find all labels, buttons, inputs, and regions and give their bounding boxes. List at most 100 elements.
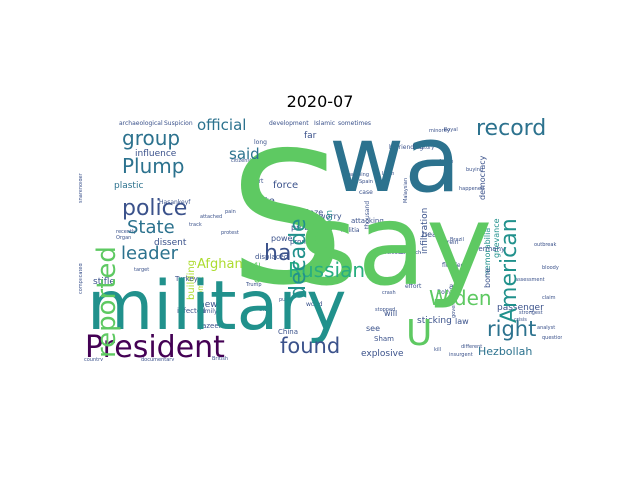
word-found: found <box>280 334 341 358</box>
word-infected: infected <box>177 307 206 315</box>
word-buying: buying <box>466 167 484 173</box>
word-brazil: Brazil <box>450 237 464 243</box>
word-hezbollah: Hezbollah <box>478 345 533 358</box>
word-turkey: Turkey <box>175 275 198 283</box>
word-cloud: citizenship White Latin Malaysian refugee his… <box>79 118 562 361</box>
word-suspicion: Suspicion <box>164 120 193 127</box>
word-reported: reported <box>92 246 122 358</box>
word-leader: leader <box>121 243 179 264</box>
word-plastic: plastic <box>114 181 144 191</box>
word-different: different <box>461 344 483 350</box>
word-u: U <box>406 313 433 354</box>
word-passenger: passenger <box>497 303 544 313</box>
word-kill: kill <box>434 347 442 353</box>
word-family: family <box>199 308 218 315</box>
word-refugee: refugee <box>434 159 454 165</box>
word-history: history <box>417 145 435 151</box>
word-far: far <box>304 131 317 141</box>
word-sometimes: sometimes <box>338 120 372 127</box>
word-minority: minority <box>429 128 450 134</box>
word-will: will <box>384 309 398 318</box>
word-russian: Russian <box>288 258 366 282</box>
word-track: track <box>189 222 202 228</box>
word-human: Human <box>301 154 327 162</box>
word-royal: Royal <box>444 127 458 133</box>
word-widen: Widen <box>429 286 492 310</box>
word-displaced: displaced <box>255 253 289 261</box>
word-protest: protest <box>221 230 239 236</box>
word-attached: attached <box>200 214 223 220</box>
word-release: release <box>385 250 404 256</box>
word-strongest: strongest <box>519 310 543 316</box>
word-bolivia: Bolivia <box>437 289 458 296</box>
word-militia: militia <box>341 227 360 234</box>
word-law: law <box>455 317 469 326</box>
word-organ: Organ <box>116 235 132 241</box>
word-see: see <box>366 324 381 333</box>
word-force: force <box>273 180 299 191</box>
word-pain: pain <box>225 209 236 215</box>
word-s: S <box>229 118 345 325</box>
word-crash: crash <box>382 290 396 296</box>
word-state: State <box>127 217 175 238</box>
word-sham: Sham <box>374 335 394 343</box>
word-new: new <box>199 300 218 310</box>
word-outbreak: outbreak <box>534 242 557 248</box>
word-assessment: assessment <box>515 277 545 283</box>
word-sticking: sticking <box>417 316 452 326</box>
word-power: power <box>271 234 296 243</box>
word-china: China <box>278 328 298 336</box>
word-military: military <box>87 267 347 346</box>
word-said: said <box>229 145 260 163</box>
word-documentary: documentary <box>141 357 175 362</box>
word-record: record <box>476 118 547 141</box>
word-latin: Latin <box>382 171 395 177</box>
word-part: part <box>251 178 264 185</box>
word-stifle: stifle <box>93 277 115 287</box>
word-islamic: Islamic <box>314 120 336 127</box>
word-hasankeyf: Hasankeyf <box>159 199 191 206</box>
word-warning: warning <box>349 172 370 178</box>
word-body: body <box>246 178 259 184</box>
word-befriending: befriending <box>389 144 424 151</box>
word-complicated: complicated <box>79 263 84 294</box>
word-prominent: prominent <box>290 238 327 246</box>
word-push: push <box>279 297 292 303</box>
word-outreach: outreach <box>399 250 422 256</box>
word-elite: elite <box>253 196 275 207</box>
word-worry: worry <box>319 212 342 221</box>
word-development: development <box>269 120 309 127</box>
word-germany: Germany <box>473 245 506 253</box>
word-recently: recently <box>116 229 137 235</box>
word-say: say <box>299 181 493 311</box>
word-police: police <box>122 196 188 221</box>
word-official: official <box>197 118 247 134</box>
word-crisis: crisis <box>514 317 527 323</box>
word-long: long <box>254 139 267 146</box>
word-afghan: Afghan <box>197 257 243 272</box>
word-jazeera: Jazeera <box>200 322 226 330</box>
word-heart: heart <box>422 230 444 239</box>
word-citizenship: citizenship <box>231 158 258 164</box>
word-happened: happened <box>459 186 485 192</box>
word-white: White <box>261 153 276 159</box>
word-plump: Plump <box>122 154 185 178</box>
word-spain: Spain <box>359 179 373 185</box>
word-british: British <box>212 356 228 362</box>
word-flooded: flooded <box>442 262 465 269</box>
word-insurgent: insurgent <box>449 352 473 358</box>
word-trump: Trump <box>246 282 262 288</box>
word-case: case <box>359 189 373 196</box>
word-al: al <box>449 282 457 291</box>
word-problem: problem <box>291 223 325 232</box>
word-analyst: analyst <box>537 325 556 331</box>
word-claim: claim <box>542 295 556 301</box>
word-president: President <box>85 330 225 362</box>
word-wa: wa <box>329 118 461 213</box>
word-question: question <box>542 335 562 341</box>
word-shareholder: shareholder <box>79 173 84 203</box>
word-attacking: attacking <box>351 217 384 225</box>
word-explosive: explosive <box>361 349 404 359</box>
word-stopped: stopped <box>375 307 396 313</box>
word-influence: influence <box>135 149 177 159</box>
